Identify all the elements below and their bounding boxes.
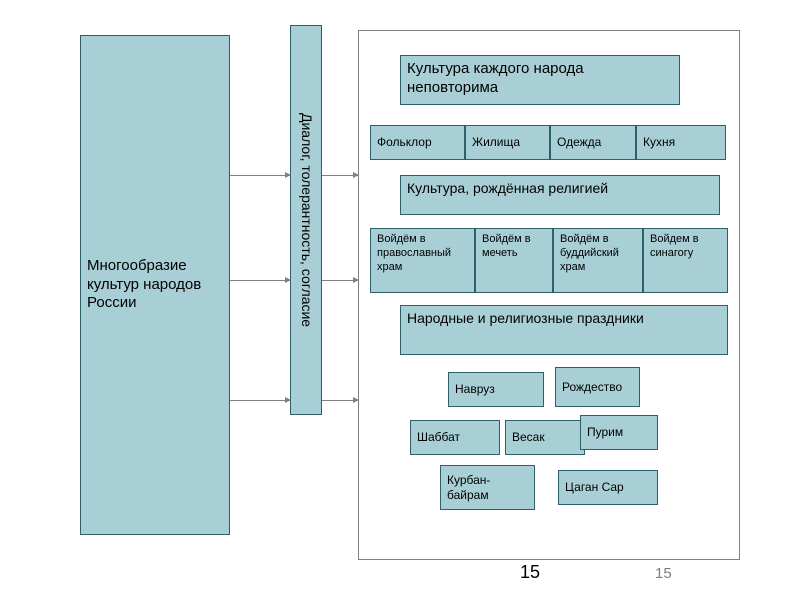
section2-item-0-text: Войдём в православный храм <box>377 233 468 274</box>
section3-item-1-text: Рождество <box>562 380 622 395</box>
arrow-0 <box>230 175 290 176</box>
section1-item-2-text: Одежда <box>557 135 601 150</box>
section1-header-text: Культура каждого народа неповторима <box>407 60 673 98</box>
section3-item-2: Шаббат <box>410 420 500 455</box>
section2-header: Культура, рождённая религией <box>400 175 720 215</box>
arrow-3 <box>322 175 358 176</box>
section2-item-0: Войдём в православный храм <box>370 228 475 293</box>
section3-item-6: Цаган Сар <box>558 470 658 505</box>
section3-item-6-text: Цаган Сар <box>565 480 624 495</box>
section3-item-4: Пурим <box>580 415 658 450</box>
slide-number: 15 <box>520 562 540 583</box>
section1-item-1-text: Жилища <box>472 135 520 150</box>
section3-item-0-text: Навруз <box>455 382 495 397</box>
arrow-1 <box>230 280 290 281</box>
section3-item-3-text: Весак <box>512 430 545 445</box>
section3-header: Народные и религиозные праздники <box>400 305 728 355</box>
section2-item-3-text: Войдем в синагогу <box>650 233 721 261</box>
section2-header-text: Культура, рождённая религией <box>407 180 608 198</box>
section3-item-4-text: Пурим <box>587 425 623 440</box>
vertical-box: Диалог, толерантность, согласие <box>290 25 322 415</box>
section1-item-3-text: Кухня <box>643 135 675 150</box>
section2-item-1-text: Войдём в мечеть <box>482 233 546 261</box>
section2-item-1: Войдём в мечеть <box>475 228 553 293</box>
arrow-5 <box>322 400 358 401</box>
section3-item-0: Навруз <box>448 372 544 407</box>
arrow-4 <box>322 280 358 281</box>
arrow-2 <box>230 400 290 401</box>
section3-header-text: Народные и религиозные праздники <box>407 310 644 328</box>
section1-item-3: Кухня <box>636 125 726 160</box>
section3-item-2-text: Шаббат <box>417 430 460 445</box>
section3-item-3: Весак <box>505 420 585 455</box>
section3-item-5-text: Курбан-байрам <box>447 473 528 503</box>
section2-item-2-text: Войдём в буддийский храм <box>560 233 636 274</box>
right-frame <box>358 30 740 560</box>
section1-item-0: Фольклор <box>370 125 465 160</box>
vertical-box-text: Диалог, толерантность, согласие <box>291 26 321 414</box>
left-main-text: Многообразие культур народов России <box>87 257 223 313</box>
section1-item-1: Жилища <box>465 125 550 160</box>
section2-item-2: Войдём в буддийский храм <box>553 228 643 293</box>
section3-item-5: Курбан-байрам <box>440 465 535 510</box>
section1-header: Культура каждого народа неповторима <box>400 55 680 105</box>
section2-item-3: Войдем в синагогу <box>643 228 728 293</box>
section1-item-0-text: Фольклор <box>377 135 432 150</box>
section1-item-2: Одежда <box>550 125 636 160</box>
section3-item-1: Рождество <box>555 367 640 407</box>
page-number-grey: 15 <box>655 565 672 582</box>
left-main-box: Многообразие культур народов России <box>80 35 230 535</box>
